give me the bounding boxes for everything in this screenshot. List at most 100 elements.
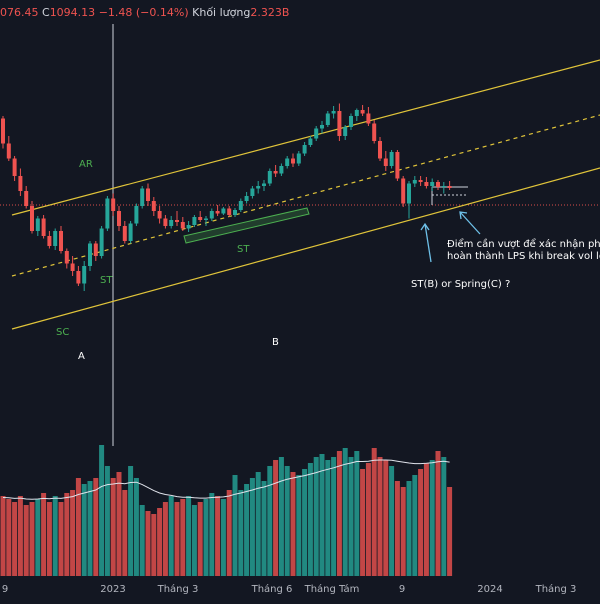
volume-bar <box>23 505 29 576</box>
channel-upper-line <box>11 59 600 216</box>
candle-body <box>151 201 156 211</box>
candle-body <box>76 271 81 284</box>
volume-bar <box>406 481 412 576</box>
candle-body <box>349 116 353 127</box>
volume-bar <box>151 514 157 576</box>
volume-bar <box>191 505 197 576</box>
x-tick-label: Tháng 3 <box>157 583 199 595</box>
x-tick-label: Tháng 6 <box>251 583 293 595</box>
candle-body <box>320 125 324 129</box>
annotation-label-1: ST <box>100 275 113 286</box>
candle-body <box>273 171 278 174</box>
candle-body <box>447 186 452 188</box>
x-tick-label: Tháng Tám <box>304 583 360 595</box>
candle-body <box>354 110 359 116</box>
annotation-label-5: B <box>272 337 279 348</box>
candle-body <box>53 231 58 246</box>
volume-bar <box>168 496 174 576</box>
volume-bar <box>447 487 453 576</box>
candle-body <box>186 225 191 229</box>
volume-bar <box>41 493 47 576</box>
candle-body <box>99 228 104 256</box>
close-value: 1094.13 <box>49 6 96 19</box>
candle-body <box>134 206 139 224</box>
candle-body <box>256 186 261 189</box>
candle-body <box>262 183 266 186</box>
candle-body <box>215 211 220 214</box>
volume-bar <box>128 466 134 576</box>
candle-body <box>157 211 162 219</box>
candle-body <box>1 118 5 144</box>
volume-bar <box>313 457 319 576</box>
x-tick-label: 2024 <box>477 584 502 595</box>
volume-bar <box>209 493 215 576</box>
volume-bar <box>365 463 371 576</box>
annotation-label-0: AR <box>79 159 93 170</box>
volume-bar <box>116 472 122 576</box>
volume-bar <box>423 463 429 576</box>
candle-body <box>285 158 290 166</box>
volume-bar <box>429 460 435 576</box>
candle-body <box>325 113 330 125</box>
volume-bar <box>342 448 348 576</box>
candle-body <box>6 143 11 159</box>
volume-bar <box>215 496 221 576</box>
candle-body <box>383 158 388 166</box>
volume-bar <box>81 484 87 576</box>
volume-bar <box>0 496 6 576</box>
candle-body <box>70 263 75 271</box>
volume-bar <box>290 472 296 576</box>
candle-body <box>401 178 406 204</box>
candle-body <box>314 128 319 139</box>
candle-body <box>337 111 342 136</box>
candle-body <box>233 210 237 215</box>
candle-body <box>18 176 23 191</box>
volume-bar <box>93 478 99 576</box>
volume-bar <box>371 448 377 576</box>
volume-bar <box>110 478 116 576</box>
candle-body <box>88 243 92 266</box>
candle-body <box>146 188 150 201</box>
candle-body <box>64 251 69 264</box>
volume-bar <box>255 472 261 576</box>
candle-body <box>436 182 440 187</box>
volume-bar <box>418 469 424 576</box>
candle-body <box>59 231 63 251</box>
open-value: 076.45 <box>0 6 39 19</box>
volume-layer <box>0 445 453 576</box>
volume-ma-line <box>2 459 450 500</box>
candle-body <box>424 182 429 186</box>
volume-bar <box>267 466 273 576</box>
candle-body <box>41 218 46 236</box>
candle-body <box>412 180 417 184</box>
candle-body <box>128 223 133 241</box>
candle-body <box>360 110 365 114</box>
candle-body <box>30 206 34 231</box>
volume-bar <box>99 445 105 576</box>
candle-body <box>163 218 168 226</box>
volume-bar <box>46 502 52 576</box>
candle-body <box>111 198 116 211</box>
x-tick-label: 9 <box>399 584 405 595</box>
volume-bar <box>273 460 279 576</box>
volume-bar <box>104 466 110 576</box>
volume-bar <box>6 499 12 576</box>
volume-bar <box>58 502 64 576</box>
volume-bar <box>197 502 203 576</box>
annotation-label-8: hoàn thành LPS khi break vol lớ <box>447 250 600 262</box>
x-tick-label: Tháng 3 <box>535 583 577 595</box>
candle-body <box>244 196 249 201</box>
volume-bar <box>122 490 128 576</box>
candle-body <box>93 243 98 256</box>
candle-body <box>209 211 214 219</box>
volume-bar <box>226 490 232 576</box>
volume-bar <box>17 496 23 576</box>
volume-bar <box>394 481 400 576</box>
candle-body <box>47 236 52 246</box>
candle-body <box>180 222 185 229</box>
volume-bar <box>441 457 447 576</box>
volume-bar <box>400 487 406 576</box>
x-tick-label: 9 <box>2 584 8 595</box>
